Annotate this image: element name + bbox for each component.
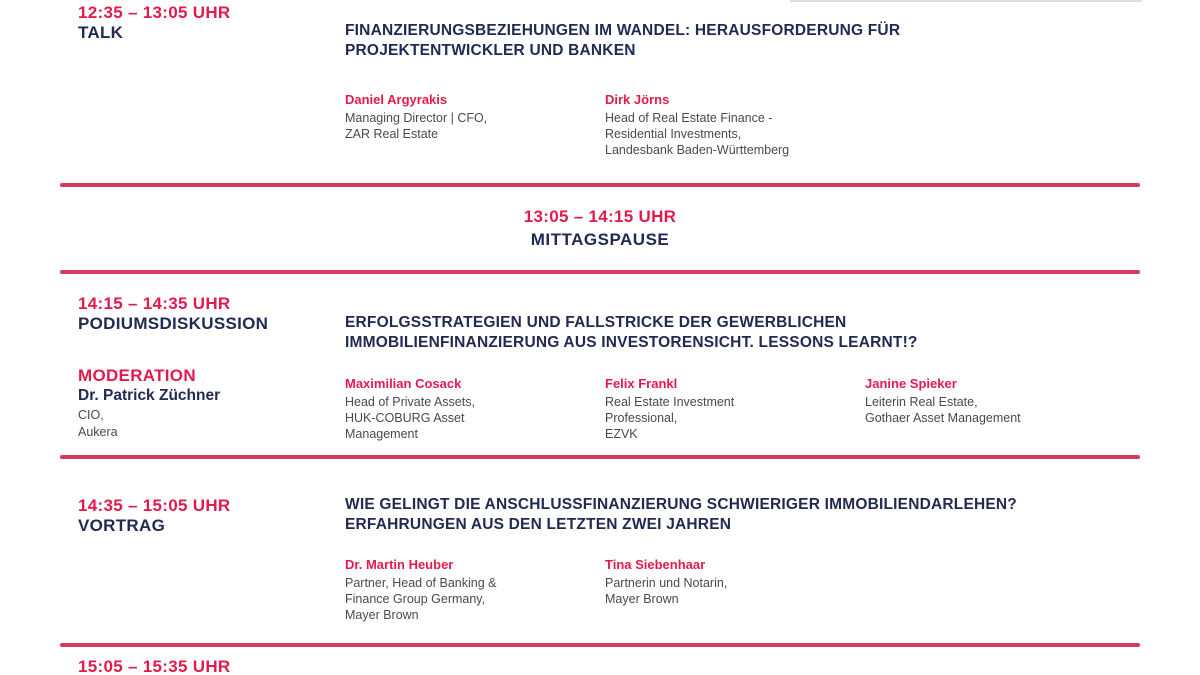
speaker-name: Felix Frankl	[605, 376, 678, 391]
speaker-name: Maximilian Cosack	[345, 376, 462, 391]
session-2-title-line-2: IMMOBILIENFINANZIERUNG AUS INVESTORENSIC…	[345, 334, 918, 351]
moderator-role-line: Aukera	[78, 425, 118, 439]
speaker-name: Tina Siebenhaar	[605, 557, 706, 572]
speaker-role-line: ZAR Real Estate	[345, 127, 439, 141]
speaker-name: Dr. Martin Heuber	[345, 557, 454, 572]
divider-line	[60, 643, 1140, 647]
speaker-name: Daniel Argyrakis	[345, 92, 448, 107]
speaker-role-line: Landesbank Baden-Württemberg	[605, 143, 790, 157]
lunch-break-time: 13:05 – 14:15 UHR	[523, 207, 677, 226]
session-3-type: VORTRAG	[78, 516, 166, 535]
speaker-card: Daniel Argyrakis Managing Director | CFO…	[345, 92, 595, 142]
speaker-role-line: Head of Real Estate Finance -	[605, 111, 773, 125]
speaker-role-line: Leiterin Real Estate,	[865, 395, 978, 409]
session-2-type: PODIUMSDISKUSSION	[78, 314, 269, 333]
speaker-role-line: Finance Group Germany,	[345, 592, 486, 606]
speaker-card: Maximilian Cosack Head of Private Assets…	[345, 376, 595, 442]
speaker-card: Felix Frankl Real Estate Investment Prof…	[605, 376, 855, 442]
session-3-time: 14:35 – 15:05 UHR	[78, 496, 231, 515]
speaker-card: Dirk Jörns Head of Real Estate Finance -…	[605, 92, 855, 158]
session-2-title: ERFOLGSSTRATEGIEN UND FALLSTRICKE DER GE…	[345, 313, 918, 353]
session-1-title: FINANZIERUNGSBEZIEHUNGEN IM WANDEL: HERA…	[345, 21, 900, 61]
speaker-role-line: Partner, Head of Banking &	[345, 576, 497, 590]
speaker-role-line: Mayer Brown	[605, 592, 679, 606]
speaker-role-line: Residential Investments,	[605, 127, 742, 141]
cutoff-top-fragment	[790, 0, 1142, 2]
speaker-name: Dirk Jörns	[605, 92, 670, 107]
speaker-role-line: Real Estate Investment	[605, 395, 735, 409]
session-2-time: 14:15 – 14:35 UHR	[78, 294, 231, 313]
speaker-name: Janine Spieker	[865, 376, 957, 391]
speaker-card: Janine Spieker Leiterin Real Estate, Got…	[865, 376, 1115, 426]
speaker-role-line: Mayer Brown	[345, 608, 419, 622]
speaker-role-line: Professional,	[605, 411, 678, 425]
speaker-role-line: EZVK	[605, 427, 638, 441]
session-3-title-line-2: ERFAHRUNGEN AUS DEN LETZTEN ZWEI JAHREN	[345, 516, 732, 533]
moderator-name: Dr. Patrick Züchner	[78, 387, 221, 404]
session-1-title-line-2: PROJEKTENTWICKLER UND BANKEN	[345, 42, 636, 59]
speaker-card: Tina Siebenhaar Partnerin und Notarin, M…	[605, 557, 855, 607]
lunch-break-block: 13:05 – 14:15 UHR MITTAGSPAUSE	[0, 207, 1200, 250]
speaker-role-line: Partnerin und Notarin,	[605, 576, 728, 590]
speaker-role-line: Management	[345, 427, 418, 441]
moderation-label: MODERATION	[78, 366, 196, 385]
session-4-time: 15:05 – 15:35 UHR	[78, 657, 231, 675]
speaker-role-line: Head of Private Assets,	[345, 395, 475, 409]
lunch-break-label: MITTAGSPAUSE	[530, 230, 670, 249]
session-1-title-line-1: FINANZIERUNGSBEZIEHUNGEN IM WANDEL: HERA…	[345, 22, 901, 39]
speaker-card: Dr. Martin Heuber Partner, Head of Banki…	[345, 557, 595, 623]
moderator-role-line: CIO,	[78, 408, 104, 422]
divider-line	[60, 183, 1140, 187]
divider-line	[60, 270, 1140, 274]
divider-line	[60, 455, 1140, 459]
session-3-title-line-1: WIE GELINGT DIE ANSCHLUSSFINANZIERUNG SC…	[345, 496, 1017, 513]
speaker-role-line: Gothaer Asset Management	[865, 411, 1021, 425]
session-3-title: WIE GELINGT DIE ANSCHLUSSFINANZIERUNG SC…	[345, 495, 1017, 535]
speaker-role-line: HUK-COBURG Asset	[345, 411, 465, 425]
session-1-type: TALK	[78, 23, 124, 42]
speaker-role-line: Managing Director | CFO,	[345, 111, 488, 125]
session-2-title-line-1: ERFOLGSSTRATEGIEN UND FALLSTRICKE DER GE…	[345, 314, 847, 331]
session-1-time: 12:35 – 13:05 UHR	[78, 3, 231, 22]
